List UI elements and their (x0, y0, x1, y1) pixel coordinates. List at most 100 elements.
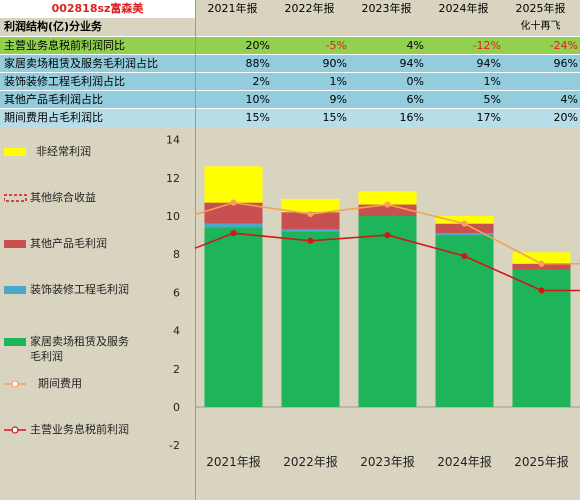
x-tick-label: 2023年报 (360, 454, 415, 469)
legend-swatch (4, 240, 26, 248)
series-point (384, 232, 391, 239)
series-line (233, 201, 580, 265)
bar-segment (358, 216, 417, 407)
table-cell: 5% (483, 93, 501, 106)
y-tick-label: 8 (173, 248, 180, 261)
series-point (230, 230, 237, 237)
table-cell: 9% (329, 93, 347, 106)
table-cell: 20% (553, 111, 578, 124)
table-title-row: 利润结构(亿)分业务 化十再飞 (0, 18, 580, 36)
year-header: 2025年报 (515, 2, 566, 15)
table-row: 家居卖场租赁及服务毛利润占比 88% 90% 94% 94% 96% (0, 54, 580, 73)
legend-label: 装饰装修工程毛利润 (30, 283, 129, 296)
bar-segment (281, 231, 340, 407)
series-point (307, 237, 314, 244)
y-tick-label: 0 (173, 401, 180, 414)
bar-segment (512, 252, 571, 264)
legend-label: 期间费用 (38, 377, 82, 390)
legend-swatch (4, 380, 26, 388)
table-cell: 10% (245, 93, 270, 106)
series-point (538, 260, 545, 267)
table-cell: 15% (245, 111, 270, 124)
y-tick-label: 14 (166, 134, 180, 147)
bar-segment (435, 235, 494, 407)
x-tick-label: 2022年报 (283, 454, 338, 469)
year-header: 2022年报 (284, 2, 335, 15)
table-cell: 20% (245, 39, 270, 52)
bar-segment (281, 229, 340, 232)
x-tick-label: 2024年报 (437, 454, 492, 469)
table-cell: 6% (406, 93, 424, 106)
series-point (461, 220, 468, 227)
y-tick-label: 2 (173, 363, 180, 376)
legend-label: 其他产品毛利润 (30, 237, 107, 250)
table-cell: 17% (476, 111, 501, 124)
row-label: 家居卖场租赁及服务毛利润占比 (4, 57, 158, 70)
table-cell: 0% (406, 75, 424, 88)
y-tick-label: 12 (166, 172, 180, 185)
bar-segment (204, 223, 263, 228)
y-tick-label: 10 (166, 210, 180, 223)
table-cell: 16% (399, 111, 424, 124)
legend-swatch (4, 194, 27, 202)
bar-segment (281, 198, 340, 213)
series-point (384, 201, 391, 208)
table-cell: 94% (399, 57, 424, 70)
year-header: 2024年报 (438, 2, 489, 15)
legend-swatch (4, 286, 26, 294)
row-label: 其他产品毛利润占比 (4, 93, 103, 106)
divider-line (195, 0, 196, 500)
series-point (538, 287, 545, 294)
bar-segment (435, 233, 494, 236)
table-title: 利润结构(亿)分业务 (4, 20, 103, 33)
table-cell: 15% (322, 111, 347, 124)
bar-segment (204, 227, 263, 407)
table-cell: 96% (553, 57, 578, 70)
y-tick-label: 4 (173, 325, 180, 338)
row-label: 主营业务息税前利润同比 (4, 39, 125, 52)
bar-segment (204, 166, 263, 203)
table-cell: -5% (325, 39, 347, 52)
year-header: 2021年报 (207, 2, 258, 15)
table-row: 主营业务息税前利润同比 20% -5% 4% -12% -24% (0, 36, 580, 55)
table-cell: 4% (560, 93, 578, 106)
table-cell: 90% (322, 57, 347, 70)
x-tick-label: 2021年报 (206, 454, 261, 469)
series-point (307, 210, 314, 218)
legend-label: 主营业务息税前利润 (30, 423, 129, 436)
bar-segment (358, 204, 417, 216)
table-cell: 94% (476, 57, 501, 70)
header-row: 002818sz富森美 2021年报 2022年报 2023年报 2024年报 … (0, 0, 580, 18)
table-cell: -12% (472, 39, 501, 52)
bar-segment (281, 212, 340, 230)
legend-swatch (4, 148, 26, 156)
line-lead (194, 201, 234, 216)
series-point (461, 253, 468, 260)
bar-segment (358, 191, 417, 205)
legend-label: 其他综合收益 (30, 191, 96, 204)
row-label: 装饰装修工程毛利润占比 (4, 75, 125, 88)
table-row: 期间费用占毛利润比 15% 15% 16% 17% 20% (0, 108, 580, 127)
table-cell: 1% (329, 75, 347, 88)
row-label: 期间费用占毛利润比 (4, 111, 103, 124)
table-cell: 4% (406, 39, 424, 52)
legend-label: 家居卖场租赁及服务 毛利润 (30, 335, 129, 363)
bar-segment (435, 216, 494, 224)
legend-label: 非经常利润 (36, 145, 91, 158)
series-line (233, 232, 580, 292)
table-cell: -24% (549, 39, 578, 52)
x-tick-label: 2025年报 (514, 454, 569, 469)
y-tick-label: -2 (169, 439, 180, 452)
table-note: 化十再飞 (520, 21, 561, 32)
table-cell: 2% (252, 75, 270, 88)
table-row: 装饰装修工程毛利润占比 2% 1% 0% 1% (0, 72, 580, 91)
legend-swatch (4, 338, 26, 346)
table-cell: 88% (245, 57, 270, 70)
bar-segment (435, 223, 494, 234)
year-header: 2023年报 (361, 2, 412, 15)
legend: 非经常利润其他综合收益 其他产品毛利润装饰装修工程毛利润家居卖场租赁及服务 毛利润期… (0, 126, 195, 500)
legend-swatch (4, 426, 26, 434)
y-tick-label: 6 (173, 286, 180, 299)
table-row: 其他产品毛利润占比 10% 9% 6% 5% 4% (0, 90, 580, 109)
